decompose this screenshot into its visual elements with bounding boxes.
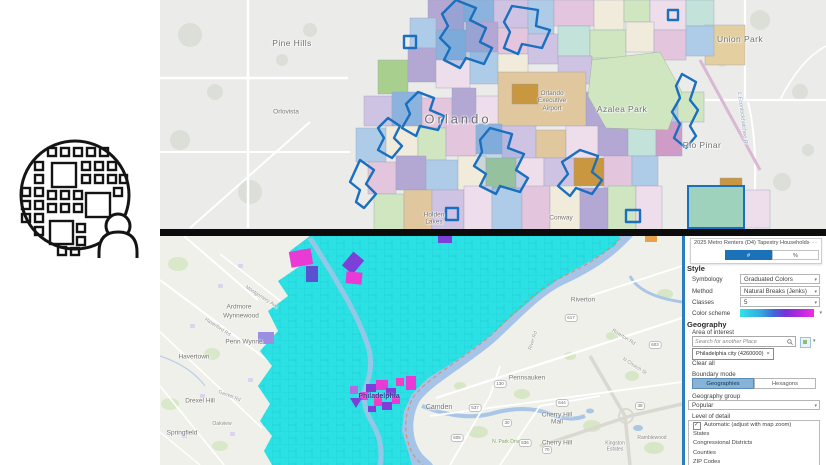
detail-level-zip-codes[interactable]: ZIP Codes [693, 458, 721, 465]
panel-scrollbar[interactable] [682, 236, 685, 465]
map-label-cherry-hill-mall: Cherry Hill Mall [541, 411, 573, 426]
chevron-down-icon: ▾ [814, 289, 817, 295]
orlando-basemap [160, 0, 826, 229]
map-label-rio-pinar: Rio Pinar [682, 140, 722, 151]
symbology-label: Symbology [692, 276, 723, 283]
philadelphia-map[interactable]: Ardmore Wynnewood Penn Wynne Havertown M… [160, 236, 826, 465]
route-shield: 70 [541, 446, 553, 454]
route-shield: 603 [648, 341, 662, 349]
method-select[interactable]: Natural Breaks (Jenks) ▾ [740, 286, 820, 296]
checkbox-checked-icon[interactable] [693, 421, 701, 430]
selected-place-name: Philadelphia city (4260000) [696, 351, 764, 357]
route-shield: 636 [518, 439, 532, 447]
map-label-conway: Conway [549, 214, 573, 222]
detail-level-counties[interactable]: Counties [693, 449, 716, 456]
layer-options-menu-button[interactable]: ··· [809, 240, 818, 246]
map-label-riverton: Riverton [570, 296, 596, 304]
map-label-kingston-estates: Kingston Estates [605, 440, 625, 452]
map-label-holden-lakes: Holden Lakes [423, 211, 445, 226]
chevron-down-icon: ▾ [814, 300, 817, 306]
detail-level-states[interactable]: States [693, 431, 710, 438]
map-label-pennsauken: Pennsauken [508, 374, 546, 382]
route-shield: 130 [493, 380, 507, 388]
layer-card: 2025 Metro Renters (D4) Tapestry Househo… [690, 238, 822, 264]
classes-label: Classes [692, 299, 715, 306]
color-scheme-ramp[interactable] [740, 309, 814, 317]
geography-group-value: Popular [692, 402, 714, 409]
map-label-penn-wynne: Penn Wynne [225, 338, 263, 346]
route-shield: 30 [501, 419, 513, 427]
level-of-detail-list: Automatic (adjust with map zoom) States … [688, 420, 820, 465]
classes-value: 5 [744, 299, 748, 306]
geography-group-select[interactable]: Popular ▾ [688, 400, 820, 410]
boundary-mode-toggle: Geographies Hexagons [692, 378, 816, 389]
place-search-input[interactable] [695, 337, 783, 346]
map-label-wynnewood: Wynnewood [223, 312, 259, 320]
map-label-oakview: Oakview [212, 421, 232, 428]
map-label-camden: Camden [425, 403, 453, 411]
map-label-pine-hills: Pine Hills [272, 38, 312, 49]
color-scheme-label: Color scheme [692, 310, 731, 317]
chevron-down-icon: ▾ [814, 403, 817, 409]
selected-place-chip[interactable]: Philadelphia city (4260000) × [692, 348, 774, 360]
map-label-drexel-hill: Drexel Hill [185, 397, 215, 405]
area-of-interest-label: Area of interest [692, 329, 734, 336]
orlando-map[interactable]: Pine Hills Orlovista Orlando Orlando Exe… [160, 0, 826, 229]
symbology-value: Graduated Colors [744, 276, 793, 283]
boundary-mode-label: Boundary mode [692, 371, 736, 378]
map-divider [160, 229, 826, 236]
detail-level-congressional-districts[interactable]: Congressional Districts [693, 440, 753, 447]
map-label-orlando-executive-airport: Orlando Executive Airport [537, 89, 567, 112]
method-value: Natural Breaks (Jenks) [744, 288, 807, 295]
map-label-havertown: Havertown [178, 353, 210, 361]
geography-heading: Geography [687, 320, 727, 329]
chevron-down-icon[interactable]: ▾ [813, 338, 816, 344]
map-label-azalea-park: Azalea Park [596, 104, 648, 115]
chip-close-icon[interactable]: × [766, 351, 770, 357]
number-toggle-button[interactable]: # [725, 250, 772, 260]
automatic-zoom-option[interactable]: Automatic (adjust with map zoom) [689, 421, 819, 430]
map-label-springfield: Springfield [166, 429, 198, 437]
level-of-detail-label: Level of detail [692, 413, 731, 420]
route-shield: 617 [564, 314, 578, 322]
layer-title: 2025 Metro Renters (D4) Tapestry Househo… [694, 240, 809, 246]
style-heading: Style [687, 264, 705, 273]
geographies-mode-button[interactable]: Geographies [692, 378, 754, 389]
percent-toggle-button[interactable]: % [772, 250, 819, 260]
chevron-down-icon: ▾ [819, 310, 822, 316]
route-shield: 644 [555, 399, 569, 407]
place-search-box [692, 336, 796, 347]
map-extent-icon[interactable] [800, 337, 811, 348]
geography-group-label: Geography group [692, 393, 741, 400]
map-label-union-park: Union Park [716, 34, 764, 45]
method-label: Method [692, 288, 713, 295]
search-icon [787, 339, 793, 345]
symbology-select[interactable]: Graduated Colors ▾ [740, 274, 820, 284]
map-label-philadelphia: Philadelphia [358, 392, 400, 400]
classes-select[interactable]: 5 ▾ [740, 297, 820, 307]
route-shield: 537 [468, 404, 482, 412]
map-settings-panel: 2025 Metro Renters (D4) Tapestry Househo… [682, 236, 826, 465]
map-label-ramblewood: Ramblewood [637, 435, 667, 442]
clear-all-link[interactable]: Clear all [692, 360, 715, 367]
pictogram-graphic [19, 139, 139, 258]
route-shield: 605 [450, 434, 464, 442]
map-label-orlando: Orlando [424, 111, 492, 127]
hexagons-mode-button[interactable]: Hexagons [754, 378, 816, 389]
map-label-n-park-drive: N. Park Drive [492, 439, 522, 446]
route-shield: 38 [634, 402, 646, 410]
map-label-ardmore: Ardmore [226, 303, 252, 311]
map-label-orlovista: Orlovista [273, 108, 299, 116]
map-label-cherry-hill: Cherry Hill [541, 439, 573, 447]
automatic-zoom-label: Automatic (adjust with map zoom) [704, 422, 792, 428]
tapestry-segmentation-pictogram [14, 136, 146, 258]
chevron-down-icon: ▾ [814, 277, 817, 283]
